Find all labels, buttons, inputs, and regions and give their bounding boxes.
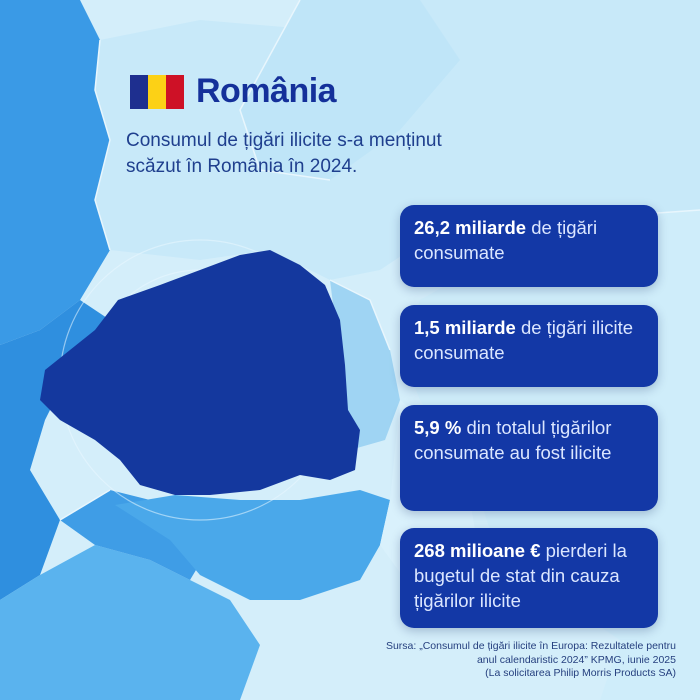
stat-value: 5,9 % (414, 417, 462, 438)
stat-text: de țigări ilicite consumate (414, 317, 634, 363)
neighbor-serbia (60, 490, 205, 580)
stat-card-total: 26,2 miliarde de țigări consumate (400, 205, 658, 287)
stat-text: pierderi la bugetul de stat din cauza ți… (414, 540, 627, 611)
romania-shape (40, 250, 360, 495)
stat-value: 26,2 miliarde (414, 217, 527, 238)
source-line: anul calendaristic 2024” KPMG, iunie 202… (476, 653, 676, 666)
romania-flag-icon (130, 74, 184, 109)
header: România (130, 72, 337, 111)
subtitle: Consumul de țigări ilicite s-a menținut … (126, 130, 442, 177)
neighbor-west (0, 0, 110, 345)
neighbor-south (0, 545, 260, 700)
source-line: Sursa: „Consumul de țigări ilicite în Eu… (385, 640, 676, 652)
stat-text: din totalul țigărilor consumate au fost … (414, 417, 612, 463)
stat-card-loss: 268 milioane € pierderi la bugetul de st… (400, 528, 658, 628)
source-note: Sursa: „Consumul de țigări ilicite în Eu… (316, 640, 676, 681)
page-title: România (196, 72, 337, 110)
neighbor-southwest (0, 300, 110, 600)
stat-card-illicit: 1,5 miliarde de țigări ilicite consumate (400, 305, 658, 387)
stat-value: 268 milioane € (414, 540, 541, 561)
stat-card-share: 5,9 % din totalul țigărilor consumate au… (400, 405, 658, 511)
source-line: (La solicitarea Philip Morris Products S… (485, 667, 676, 679)
stat-value: 1,5 miliarde (414, 317, 516, 338)
stat-text: de țigări consumate (414, 217, 598, 263)
neighbor-bulgaria (115, 490, 390, 600)
